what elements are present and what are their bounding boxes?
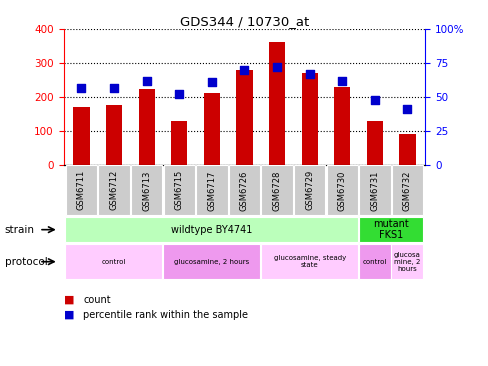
Point [240, 67, 248, 73]
Bar [268, 42, 285, 165]
Text: wildtype BY4741: wildtype BY4741 [171, 225, 252, 235]
Text: strain: strain [5, 225, 35, 235]
Text: GSM6732: GSM6732 [402, 170, 411, 210]
Bar [260, 244, 357, 279]
Text: ■: ■ [63, 295, 74, 305]
Text: control: control [362, 259, 386, 265]
Bar [66, 165, 97, 216]
Title: GDS344 / 10730_at: GDS344 / 10730_at [180, 15, 308, 28]
Bar [236, 70, 252, 165]
Bar [390, 244, 422, 279]
Bar [301, 73, 317, 165]
Bar [65, 244, 162, 279]
Bar [163, 244, 260, 279]
Bar [163, 165, 195, 216]
Text: GSM6715: GSM6715 [174, 170, 183, 210]
Text: GSM6730: GSM6730 [337, 170, 346, 210]
Bar [399, 134, 415, 165]
Point [110, 85, 118, 90]
Bar [358, 217, 422, 242]
Bar [293, 165, 325, 216]
Bar [65, 217, 357, 242]
Bar [359, 165, 390, 216]
Point [273, 64, 281, 70]
Text: GSM6713: GSM6713 [142, 170, 151, 210]
Text: GSM6728: GSM6728 [272, 170, 281, 210]
Text: ■: ■ [63, 310, 74, 320]
Text: GSM6731: GSM6731 [369, 170, 379, 210]
Point [338, 78, 346, 84]
Text: GSM6717: GSM6717 [207, 170, 216, 210]
Bar [261, 165, 292, 216]
Text: protocol: protocol [5, 257, 47, 267]
Bar [391, 165, 422, 216]
Bar [73, 107, 89, 165]
Text: count: count [83, 295, 110, 305]
Text: glucosamine, steady
state: glucosamine, steady state [273, 255, 345, 268]
Bar [358, 244, 390, 279]
Bar [366, 121, 382, 165]
Bar [138, 89, 155, 165]
Bar [203, 93, 220, 165]
Text: control: control [102, 259, 126, 265]
Point [78, 85, 85, 90]
Text: GSM6712: GSM6712 [109, 170, 119, 210]
Text: GSM6711: GSM6711 [77, 170, 86, 210]
Bar [106, 105, 122, 165]
Bar [333, 87, 350, 165]
Point [370, 97, 378, 102]
Point [175, 92, 183, 97]
Bar [326, 165, 357, 216]
Text: GSM6726: GSM6726 [240, 170, 248, 210]
Bar [228, 165, 260, 216]
Bar [131, 165, 162, 216]
Point [207, 79, 215, 85]
Text: GSM6729: GSM6729 [305, 170, 314, 210]
Text: mutant
FKS1: mutant FKS1 [372, 219, 408, 240]
Point [403, 106, 410, 112]
Text: percentile rank within the sample: percentile rank within the sample [83, 310, 247, 320]
Bar [98, 165, 129, 216]
Bar [196, 165, 227, 216]
Point [305, 71, 313, 77]
Text: glucosamine, 2 hours: glucosamine, 2 hours [174, 259, 249, 265]
Text: glucosa
mine, 2
hours: glucosa mine, 2 hours [393, 252, 420, 272]
Point [142, 78, 150, 84]
Bar [171, 121, 187, 165]
